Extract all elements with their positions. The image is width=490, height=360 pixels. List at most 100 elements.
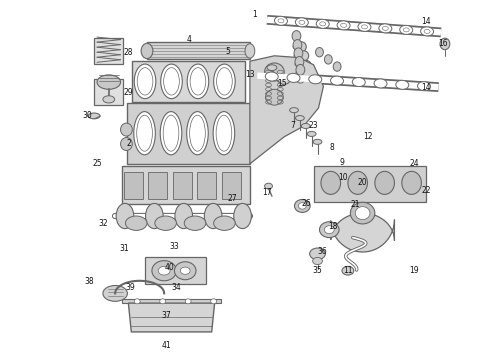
Ellipse shape: [294, 48, 303, 59]
Ellipse shape: [295, 18, 308, 27]
Ellipse shape: [324, 55, 332, 64]
Text: 1: 1: [252, 10, 257, 19]
Text: 38: 38: [84, 277, 94, 286]
Text: 26: 26: [301, 199, 311, 208]
Ellipse shape: [134, 299, 140, 304]
Ellipse shape: [375, 171, 394, 194]
Ellipse shape: [214, 216, 235, 230]
Polygon shape: [147, 42, 250, 59]
Ellipse shape: [342, 266, 354, 275]
Text: 41: 41: [162, 341, 172, 350]
Text: 22: 22: [421, 186, 431, 195]
Bar: [94, 79, 123, 105]
Polygon shape: [127, 103, 250, 164]
Ellipse shape: [400, 25, 413, 35]
Ellipse shape: [265, 72, 278, 81]
Polygon shape: [331, 213, 394, 252]
Ellipse shape: [313, 139, 322, 144]
Ellipse shape: [160, 112, 182, 155]
Ellipse shape: [313, 257, 322, 265]
Ellipse shape: [301, 123, 310, 129]
Ellipse shape: [374, 79, 387, 88]
Ellipse shape: [161, 64, 182, 99]
Ellipse shape: [292, 31, 301, 41]
Ellipse shape: [155, 216, 176, 230]
Ellipse shape: [293, 40, 302, 50]
Ellipse shape: [266, 89, 283, 105]
Ellipse shape: [158, 266, 170, 275]
Text: 16: 16: [439, 40, 448, 49]
Ellipse shape: [440, 38, 450, 50]
Polygon shape: [250, 56, 323, 164]
Polygon shape: [132, 61, 245, 102]
Ellipse shape: [265, 63, 284, 81]
Text: 15: 15: [277, 79, 287, 88]
Ellipse shape: [214, 64, 235, 99]
Ellipse shape: [293, 44, 300, 49]
Ellipse shape: [348, 171, 368, 194]
Ellipse shape: [265, 183, 272, 189]
Polygon shape: [314, 166, 426, 202]
Ellipse shape: [141, 43, 153, 59]
Ellipse shape: [355, 207, 370, 220]
Polygon shape: [128, 303, 215, 332]
Ellipse shape: [324, 226, 334, 234]
Ellipse shape: [88, 113, 100, 119]
Ellipse shape: [352, 77, 365, 86]
Ellipse shape: [274, 16, 288, 25]
Ellipse shape: [295, 62, 302, 67]
Ellipse shape: [174, 262, 196, 280]
Text: 35: 35: [313, 266, 322, 275]
Ellipse shape: [103, 285, 127, 301]
Ellipse shape: [301, 60, 311, 71]
Text: 2: 2: [126, 139, 131, 148]
Ellipse shape: [103, 96, 115, 103]
Text: 17: 17: [262, 188, 272, 197]
Ellipse shape: [299, 51, 309, 61]
Text: 7: 7: [290, 122, 295, 130]
Text: 24: 24: [409, 159, 419, 168]
Ellipse shape: [310, 248, 325, 260]
Ellipse shape: [295, 116, 304, 121]
Ellipse shape: [146, 203, 163, 229]
Bar: [173, 171, 192, 198]
Ellipse shape: [211, 299, 217, 304]
Ellipse shape: [290, 108, 298, 113]
Ellipse shape: [187, 112, 208, 155]
Ellipse shape: [420, 27, 434, 36]
Text: 36: 36: [317, 248, 327, 256]
Text: 14: 14: [421, 17, 431, 26]
Ellipse shape: [294, 199, 310, 212]
Ellipse shape: [160, 299, 166, 304]
Ellipse shape: [316, 48, 323, 57]
Text: 30: 30: [82, 111, 92, 120]
Text: 14: 14: [421, 83, 431, 91]
Ellipse shape: [116, 203, 134, 229]
Ellipse shape: [306, 77, 316, 87]
Text: 29: 29: [123, 88, 133, 97]
Ellipse shape: [295, 57, 304, 67]
Ellipse shape: [204, 203, 222, 229]
Ellipse shape: [125, 216, 147, 230]
Ellipse shape: [97, 75, 121, 89]
Ellipse shape: [213, 112, 235, 155]
Ellipse shape: [337, 21, 350, 30]
Ellipse shape: [358, 22, 371, 31]
Ellipse shape: [187, 64, 209, 99]
Bar: [222, 171, 241, 198]
Bar: [94, 38, 123, 64]
Ellipse shape: [134, 112, 155, 155]
Ellipse shape: [175, 203, 193, 229]
Text: 8: 8: [330, 143, 335, 152]
Text: 20: 20: [358, 178, 368, 187]
Text: 31: 31: [119, 244, 129, 253]
Ellipse shape: [234, 203, 251, 229]
Text: 18: 18: [328, 222, 338, 231]
Ellipse shape: [307, 131, 316, 136]
Text: 27: 27: [228, 194, 238, 203]
Ellipse shape: [296, 70, 303, 75]
Ellipse shape: [296, 42, 306, 52]
Ellipse shape: [298, 203, 306, 209]
Ellipse shape: [267, 65, 277, 71]
Ellipse shape: [319, 222, 339, 238]
